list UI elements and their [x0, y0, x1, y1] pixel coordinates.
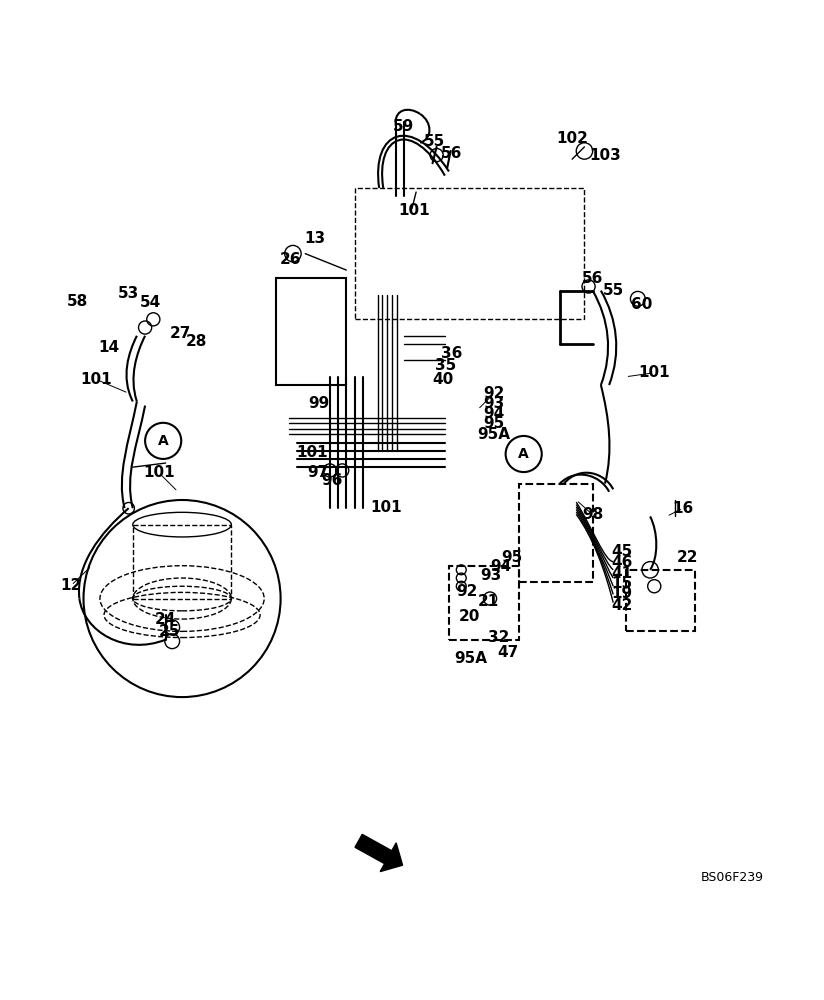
Text: 21: 21 [478, 594, 499, 609]
Text: 92: 92 [484, 386, 505, 401]
Bar [625, 570, 695, 631]
Text: 94: 94 [484, 406, 505, 421]
Text: 101: 101 [80, 372, 111, 387]
Text: 35: 35 [435, 358, 456, 373]
Text: 41: 41 [611, 566, 633, 581]
Bar [133, 525, 232, 599]
Text: 98: 98 [582, 507, 603, 522]
Text: 56: 56 [441, 146, 462, 161]
Text: 19: 19 [611, 586, 633, 601]
Text: 101: 101 [639, 365, 670, 380]
Text: 36: 36 [441, 346, 462, 361]
Text: 93: 93 [484, 396, 505, 411]
Text: 96: 96 [321, 473, 343, 488]
Text: 22: 22 [677, 550, 698, 565]
Text: 99: 99 [308, 396, 330, 411]
Text: 103: 103 [589, 148, 620, 163]
Text: 32: 32 [488, 630, 509, 645]
Text: 40: 40 [433, 372, 454, 387]
Text: A: A [157, 434, 169, 448]
Text: 102: 102 [556, 131, 588, 146]
Text: 16: 16 [672, 501, 694, 516]
Text: A: A [518, 447, 529, 461]
Text: 95A: 95A [455, 651, 488, 666]
Text: 54: 54 [140, 295, 162, 310]
Bar [519, 484, 592, 582]
Text: 46: 46 [611, 555, 633, 570]
Text: 101: 101 [398, 203, 429, 218]
Text: 25: 25 [159, 624, 180, 639]
Text: 26: 26 [279, 252, 302, 267]
Text: 27: 27 [170, 326, 191, 341]
Text: 59: 59 [393, 119, 414, 134]
FancyArrow shape [355, 834, 403, 872]
Text: 95: 95 [502, 550, 522, 565]
Bar [449, 566, 519, 640]
Text: 56: 56 [582, 271, 603, 286]
Text: 45: 45 [611, 544, 633, 559]
Text: 95A: 95A [478, 427, 511, 442]
Bar [354, 188, 584, 319]
Text: 47: 47 [498, 645, 519, 660]
Text: BS06F239: BS06F239 [700, 871, 764, 884]
Text: 15: 15 [611, 576, 633, 591]
Text: 95: 95 [484, 416, 505, 431]
Text: 42: 42 [611, 598, 633, 613]
Text: 101: 101 [370, 500, 401, 515]
Text: 93: 93 [480, 568, 502, 583]
Text: 101: 101 [143, 465, 175, 480]
Text: 58: 58 [66, 294, 87, 309]
Text: 28: 28 [185, 334, 207, 349]
Bar [277, 278, 346, 385]
Text: 94: 94 [490, 559, 512, 574]
Text: 53: 53 [118, 286, 139, 301]
Text: 12: 12 [61, 578, 82, 593]
Text: 101: 101 [296, 445, 328, 460]
Text: 20: 20 [459, 609, 480, 624]
Text: 14: 14 [98, 340, 119, 355]
Text: 92: 92 [456, 584, 478, 599]
Text: 55: 55 [602, 283, 624, 298]
Text: 60: 60 [631, 297, 653, 312]
Text: 24: 24 [155, 612, 176, 627]
Text: 97: 97 [307, 465, 328, 480]
Text: 13: 13 [305, 231, 325, 246]
Text: 55: 55 [424, 134, 445, 149]
